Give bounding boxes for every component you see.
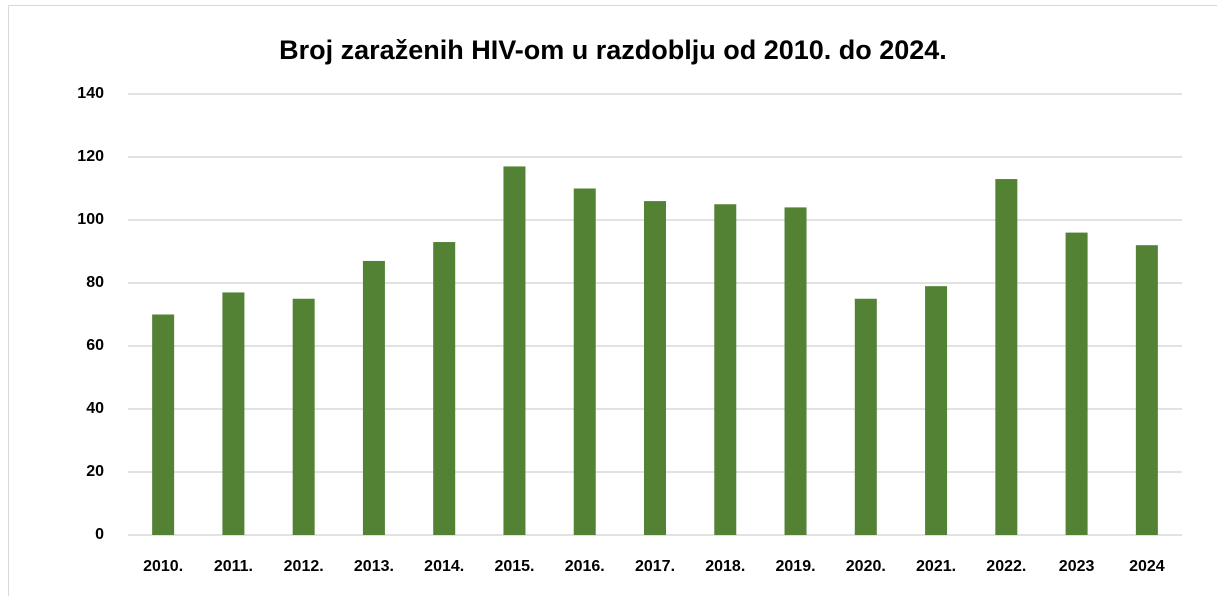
bar bbox=[503, 166, 526, 535]
y-tick-label: 20 bbox=[86, 463, 104, 480]
bar bbox=[433, 242, 456, 536]
x-tick-label: 2023 bbox=[1059, 558, 1095, 575]
y-tick-label: 120 bbox=[77, 148, 104, 165]
bar bbox=[152, 314, 175, 535]
x-tick-label: 2015. bbox=[494, 558, 534, 575]
bar bbox=[995, 179, 1018, 536]
bar bbox=[362, 260, 385, 535]
x-tick-label: 2018. bbox=[705, 558, 745, 575]
y-tick-label: 100 bbox=[77, 211, 104, 228]
y-tick-label: 140 bbox=[77, 85, 104, 102]
bar bbox=[292, 298, 315, 535]
bar bbox=[714, 204, 737, 535]
x-tick-label: 2014. bbox=[424, 558, 464, 575]
y-tick-label: 40 bbox=[86, 400, 104, 417]
x-tick-label: 2013. bbox=[354, 558, 394, 575]
x-tick-label: 2017. bbox=[635, 558, 675, 575]
y-tick-label: 60 bbox=[86, 337, 104, 354]
x-tick-label: 2011. bbox=[214, 558, 253, 575]
x-tick-label: 2010. bbox=[143, 558, 183, 575]
x-tick-label: 2019. bbox=[776, 558, 816, 575]
bar bbox=[784, 207, 807, 535]
y-tick-label: 80 bbox=[86, 274, 104, 291]
bar bbox=[1065, 232, 1088, 535]
bar bbox=[1135, 245, 1158, 535]
y-tick-label: 0 bbox=[95, 526, 104, 543]
x-tick-label: 2016. bbox=[565, 558, 605, 575]
x-tick-label: 2022. bbox=[986, 558, 1026, 575]
x-tick-label: 2024 bbox=[1129, 558, 1165, 575]
bar bbox=[854, 298, 877, 535]
x-tick-label: 2020. bbox=[846, 558, 886, 575]
chart-title: Broj zaraženih HIV-om u razdoblju od 201… bbox=[279, 35, 947, 65]
x-tick-label: 2021. bbox=[916, 558, 956, 575]
bar bbox=[573, 188, 596, 535]
x-tick-label: 2012. bbox=[284, 558, 324, 575]
chart-border bbox=[8, 5, 1217, 596]
bar bbox=[222, 292, 245, 535]
bar bbox=[925, 286, 948, 535]
bar bbox=[644, 201, 666, 535]
